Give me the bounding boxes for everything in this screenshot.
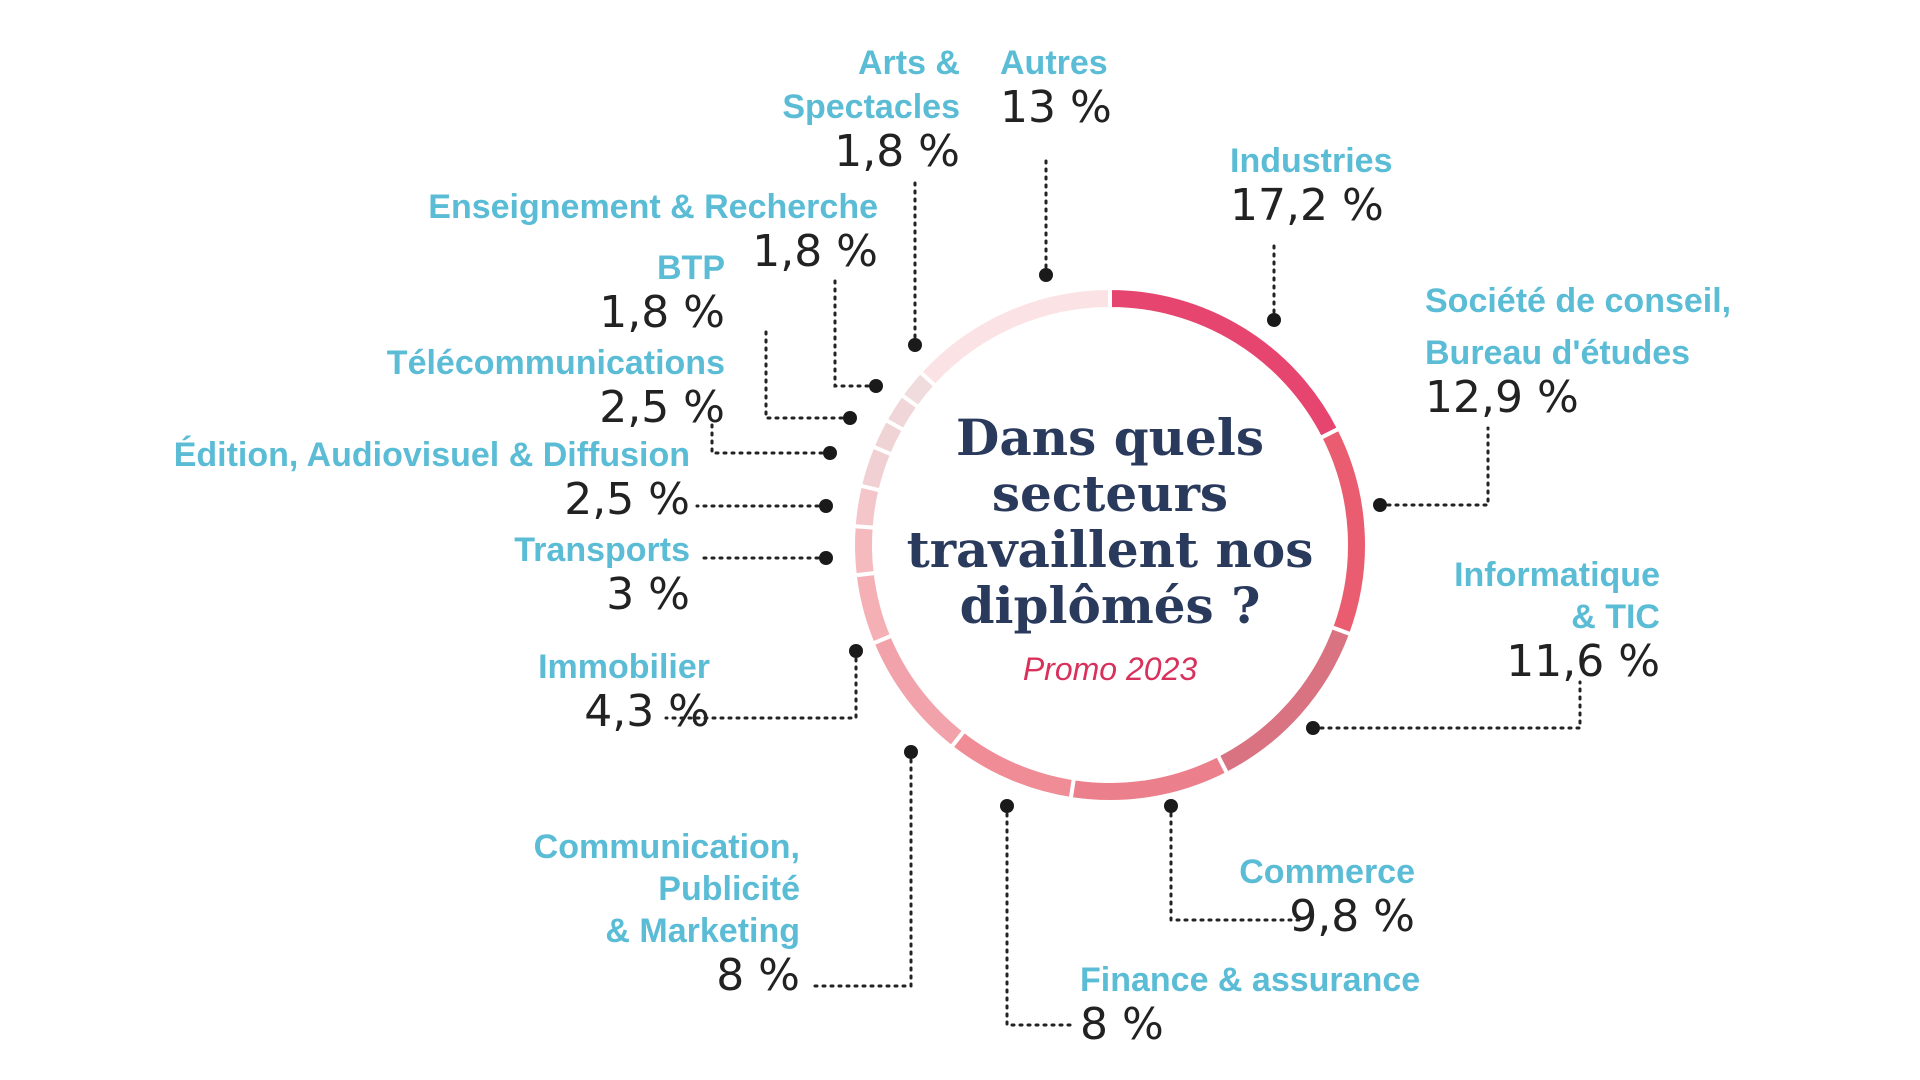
slice-societe-de-conseil-bureau-d-etudes <box>1317 425 1369 637</box>
slice-informatique-tic <box>1214 624 1354 777</box>
leader-dot-edition-audiovisuel-diffusion <box>819 499 833 513</box>
value-label: 2,5 % <box>599 382 725 433</box>
center-title-line: secteurs <box>992 464 1228 523</box>
value-label: 3 % <box>606 569 690 620</box>
leader-line-finance-assurance <box>1005 804 1074 1027</box>
center-title-line: Dans quels <box>956 408 1264 467</box>
category-label: Spectacles <box>782 88 960 126</box>
category-label: Transports <box>514 531 690 569</box>
category-label: Arts & <box>858 44 960 82</box>
category-label: Industries <box>1230 142 1392 180</box>
slice-transports <box>851 523 878 578</box>
leader-line-communication-publicite-marketing <box>808 750 913 988</box>
category-label: Informatique <box>1454 556 1660 594</box>
leader-line-immobilier <box>664 649 858 720</box>
center-title-line: travaillent nos <box>907 520 1314 579</box>
value-label: 1,8 % <box>834 126 960 177</box>
slice-autres <box>917 285 1112 389</box>
leader-dot-informatique-tic <box>1306 721 1320 735</box>
category-label: Commerce <box>1239 853 1415 891</box>
leader-dot-btp <box>843 411 857 425</box>
value-label: 17,2 % <box>1230 180 1384 231</box>
center-title-line: diplômés ? <box>960 576 1261 635</box>
center-subtitle: Promo 2023 <box>1023 651 1198 687</box>
leader-line-enseignement-recherche <box>833 275 878 388</box>
category-label: & TIC <box>1571 598 1660 636</box>
category-label: Immobilier <box>538 648 710 686</box>
category-label: Édition, Audiovisuel & Diffusion <box>174 436 690 474</box>
leader-dot-autres <box>1039 268 1053 282</box>
value-label: 12,9 % <box>1425 372 1579 423</box>
leader-line-commerce <box>1169 804 1302 922</box>
slice-immobilier <box>852 570 895 647</box>
leader-line-telecommunications <box>710 418 832 455</box>
leader-dot-industries <box>1267 313 1281 327</box>
category-label: Communication, <box>534 828 800 866</box>
category-label: Société de conseil, <box>1425 282 1731 320</box>
category-label: & Marketing <box>605 912 800 950</box>
value-label: 9,8 % <box>1289 891 1415 942</box>
value-label: 11,6 % <box>1506 636 1660 687</box>
value-label: 8 % <box>1080 999 1164 1050</box>
leader-dot-arts-spectacles <box>908 338 922 352</box>
leader-dot-communication-publicite-marketing <box>904 745 918 759</box>
category-label: BTP <box>657 249 725 287</box>
category-label: Bureau d'études <box>1425 334 1690 372</box>
category-label: Finance & assurance <box>1080 961 1420 999</box>
value-label: 13 % <box>1000 82 1112 133</box>
value-label: 4,3 % <box>584 686 710 737</box>
leader-dot-transports <box>819 551 833 565</box>
leader-line-informatique-tic <box>1311 680 1582 730</box>
slice-edition-audiovisuel-diffusion <box>851 483 883 530</box>
value-label: 1,8 % <box>752 226 878 277</box>
leader-line-btp <box>764 328 852 420</box>
value-label: 2,5 % <box>564 474 690 525</box>
leader-lines <box>664 153 1582 1027</box>
leader-line-societe-de-conseil-bureau-d-etudes <box>1378 426 1490 507</box>
slice-finance-assurance <box>948 727 1077 802</box>
leader-dot-finance-assurance <box>1000 799 1014 813</box>
leader-dot-societe-de-conseil-bureau-d-etudes <box>1373 498 1387 512</box>
leader-dot-immobilier <box>849 644 863 658</box>
category-label: Publicité <box>658 870 800 908</box>
leader-dot-commerce <box>1164 799 1178 813</box>
leader-dot-enseignement-recherche <box>869 379 883 393</box>
slice-communication-publicite-marketing <box>870 632 968 750</box>
category-label: Autres <box>1000 44 1108 82</box>
donut-ring <box>851 285 1369 804</box>
leader-dot-telecommunications <box>823 446 837 460</box>
value-label: 8 % <box>716 950 800 1001</box>
category-label: Enseignement & Recherche <box>428 188 878 226</box>
category-label: Télécommunications <box>387 344 725 382</box>
value-label: 1,8 % <box>599 287 725 338</box>
slice-commerce <box>1068 752 1230 804</box>
